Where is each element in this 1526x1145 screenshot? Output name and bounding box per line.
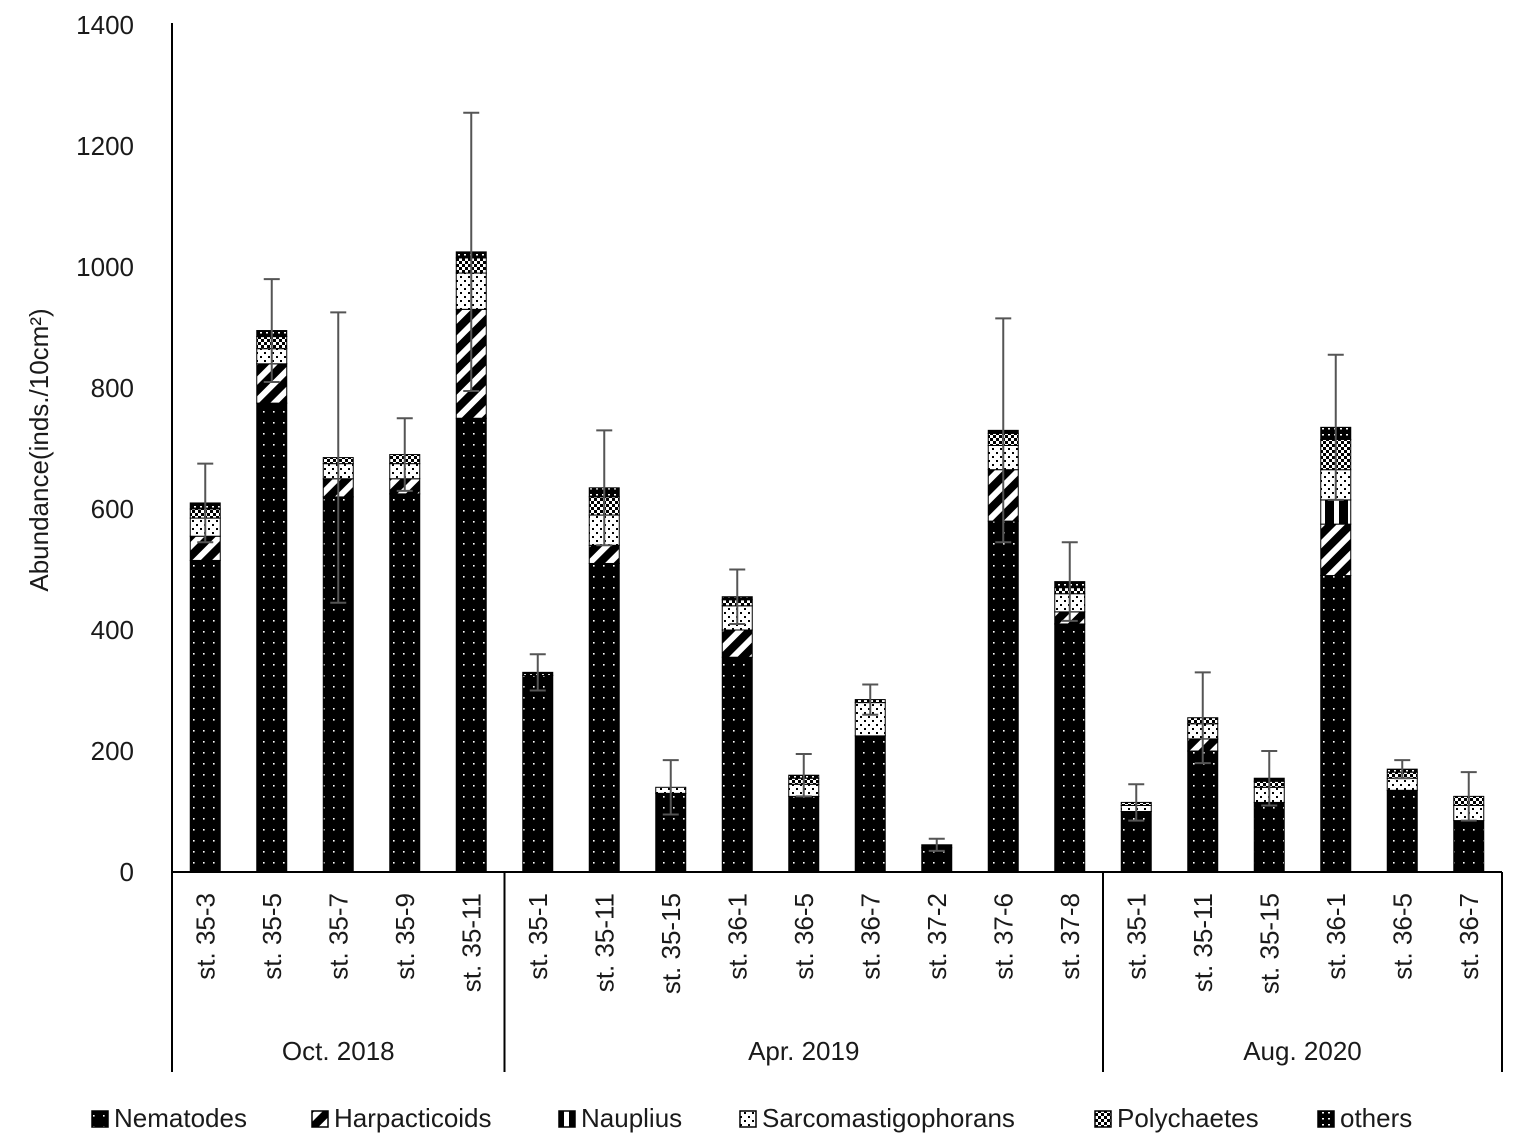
bar-segment-nematodes bbox=[1253, 801, 1285, 873]
legend-swatch-sarcomastigophorans bbox=[739, 1110, 757, 1128]
bar-segment-nauplius bbox=[1320, 499, 1352, 525]
y-tick-label: 800 bbox=[91, 373, 134, 403]
group-label: Aug. 2020 bbox=[1243, 1036, 1362, 1066]
legend-swatch-polychaetes bbox=[1094, 1110, 1112, 1128]
y-tick-label: 1400 bbox=[76, 10, 134, 40]
bar-segment-nematodes bbox=[588, 562, 620, 873]
x-tick-label: st. 36-1 bbox=[1321, 893, 1351, 980]
x-tick-label: st. 35-11 bbox=[456, 893, 486, 992]
legend-label: Nematodes bbox=[114, 1103, 247, 1133]
bar-segment-nematodes bbox=[189, 559, 221, 873]
legend-label: Harpacticoids bbox=[334, 1103, 492, 1133]
y-tick-label: 600 bbox=[91, 494, 134, 524]
x-tick-label: st. 35-9 bbox=[390, 893, 420, 980]
bar-segment-sarcomastigophorans bbox=[1386, 777, 1418, 791]
bar-segment-nematodes bbox=[522, 674, 554, 873]
bar-segment-nematodes bbox=[1453, 820, 1485, 873]
legend-swatch-harpacticoids bbox=[311, 1110, 329, 1128]
y-tick-label: 400 bbox=[91, 615, 134, 645]
x-tick-label: st. 36-7 bbox=[1454, 893, 1484, 980]
legend-label: others bbox=[1340, 1103, 1412, 1133]
bar-segment-nematodes bbox=[1120, 811, 1152, 873]
x-tick-label: st. 37-2 bbox=[922, 893, 952, 980]
bar-segment-nematodes bbox=[987, 520, 1019, 873]
x-tick-label: st. 35-7 bbox=[323, 893, 353, 980]
bar-segment-nematodes bbox=[256, 402, 288, 873]
group-label: Oct. 2018 bbox=[282, 1036, 395, 1066]
x-tick-label: st. 35-5 bbox=[257, 893, 287, 980]
x-tick-label: st. 37-6 bbox=[988, 893, 1018, 980]
legend-swatch-others bbox=[1317, 1110, 1335, 1128]
x-tick-label: st. 35-15 bbox=[656, 893, 686, 994]
bar-segment-nematodes bbox=[1386, 789, 1418, 873]
group-label: Apr. 2019 bbox=[748, 1036, 859, 1066]
x-tick-label: st. 35-3 bbox=[190, 893, 220, 980]
bar-segment-nematodes bbox=[1320, 575, 1352, 873]
x-tick-label: st. 35-11 bbox=[589, 893, 619, 992]
x-tick-label: st. 36-5 bbox=[789, 893, 819, 980]
legend-swatch-nematodes bbox=[91, 1110, 109, 1128]
x-tick-label: st. 35-15 bbox=[1254, 893, 1284, 994]
bars bbox=[189, 251, 1485, 873]
legend-label: Nauplius bbox=[581, 1103, 682, 1133]
bar-segment-harpacticoids bbox=[721, 629, 753, 658]
x-tick-label: st. 36-7 bbox=[855, 893, 885, 980]
x-tick-label: st. 35-1 bbox=[523, 893, 553, 980]
bar-segment-nematodes bbox=[389, 493, 421, 873]
error-bars bbox=[197, 111, 1477, 852]
y-tick-label: 1200 bbox=[76, 131, 134, 161]
bar-segment-nematodes bbox=[721, 656, 753, 873]
x-tick-label: st. 35-11 bbox=[1188, 893, 1218, 992]
y-tick-label: 200 bbox=[91, 736, 134, 766]
x-tick-label: st. 37-8 bbox=[1055, 893, 1085, 980]
legend: Nematodes Harpacticoids Nauplius Sarcomasti… bbox=[91, 1103, 1412, 1133]
bar-segment-harpacticoids bbox=[1320, 523, 1352, 577]
y-axis-label: Abundance(inds./10cm²) bbox=[24, 308, 54, 591]
x-tick-label: st. 35-1 bbox=[1121, 893, 1151, 980]
bar-segment-nematodes bbox=[854, 735, 886, 873]
bar-segment-nematodes bbox=[1187, 750, 1219, 873]
x-axis: Oct. 2018 Apr. 2019 Aug. 2020 st. 35-3 st. 3… bbox=[171, 871, 1503, 1072]
x-tick-label: st. 36-5 bbox=[1387, 893, 1417, 980]
bar-segment-nematodes bbox=[788, 795, 820, 873]
bar-segment-nematodes bbox=[1054, 623, 1086, 873]
bar-segment-nematodes bbox=[455, 417, 487, 873]
bar-segment-sarcomastigophorans bbox=[854, 702, 886, 737]
y-axis: 0 200 400 600 800 1000 1200 1400 bbox=[76, 10, 173, 887]
legend-swatch-nauplius bbox=[558, 1110, 576, 1128]
y-tick-label: 0 bbox=[120, 857, 134, 887]
bar-segment-harpacticoids bbox=[588, 544, 620, 564]
y-tick-label: 1000 bbox=[76, 252, 134, 282]
legend-label: Polychaetes bbox=[1117, 1103, 1259, 1133]
legend-label: Sarcomastigophorans bbox=[762, 1103, 1015, 1133]
x-tick-label: st. 36-1 bbox=[722, 893, 752, 980]
